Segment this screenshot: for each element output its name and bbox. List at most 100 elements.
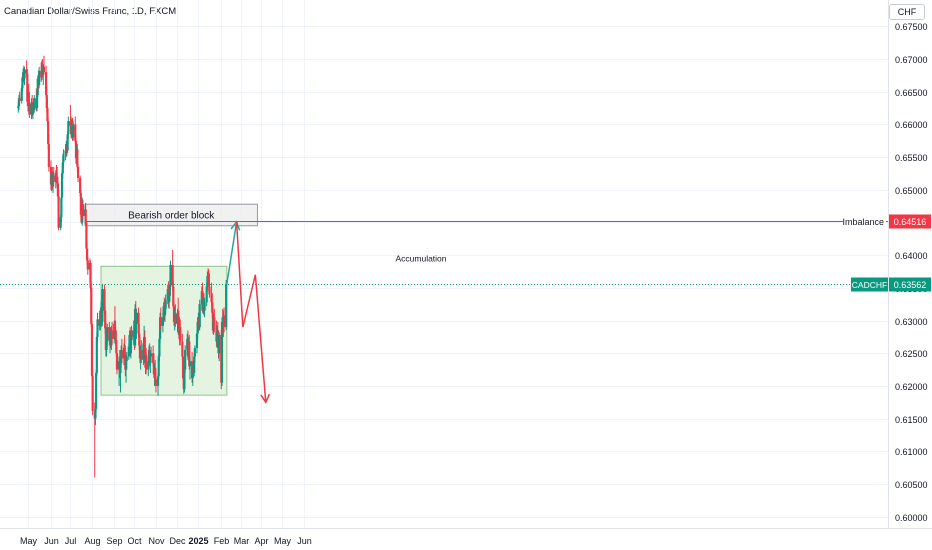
y-tick-label: 0.67000 (895, 55, 928, 65)
imbalance-label: Imbalance (842, 217, 884, 227)
candle (90, 320, 94, 380)
y-tick-label: 0.62500 (895, 349, 928, 359)
candle-body (123, 348, 126, 355)
candle-body (171, 265, 174, 287)
candle (195, 330, 199, 354)
candle (81, 199, 85, 220)
candle (188, 356, 192, 380)
current-price-tag-price-label: 0.63562 (894, 280, 927, 290)
candle-body (96, 319, 99, 337)
candle-body (172, 286, 175, 307)
candle (193, 345, 196, 364)
candle (154, 369, 158, 393)
candle (79, 189, 82, 218)
candle-body (130, 330, 133, 341)
candle-body (193, 348, 196, 357)
candle-body (105, 341, 108, 350)
x-tick-label: Apr (254, 536, 268, 546)
candle-body (161, 317, 164, 326)
candle-body (61, 162, 64, 174)
candle-body (210, 294, 213, 303)
candle-body (47, 144, 50, 167)
candle-body (69, 121, 72, 126)
y-tick-label: 0.60000 (895, 513, 928, 523)
candle-body (181, 341, 184, 357)
y-tick-label: 0.66000 (895, 120, 928, 130)
y-tick-label: 0.61500 (895, 415, 928, 425)
candle (193, 353, 196, 377)
candle (164, 294, 167, 315)
x-tick-label: Feb (214, 536, 230, 546)
candle (76, 163, 80, 182)
candle (148, 343, 151, 367)
candle (135, 308, 138, 339)
candle-body (95, 372, 98, 409)
candle-body (27, 93, 30, 104)
imbalance-tag-price-label: 0.64516 (894, 217, 927, 227)
candle (108, 321, 111, 346)
candle (72, 120, 75, 141)
candle (179, 319, 182, 346)
y-tick-label: 0.65500 (895, 153, 928, 163)
candle-body (205, 286, 208, 303)
candle (145, 348, 148, 375)
candle-body (21, 77, 24, 89)
candle-body (138, 333, 141, 346)
candle-body (46, 108, 49, 122)
candle (184, 345, 187, 373)
y-tick-label: 0.62000 (895, 382, 928, 392)
candle (95, 332, 98, 377)
candle-body (76, 166, 80, 179)
candle (17, 95, 21, 111)
candle-body (119, 363, 122, 373)
candle-body (67, 121, 70, 135)
candle-body (198, 304, 201, 328)
candle-body (35, 95, 39, 109)
currency-button[interactable]: CHF (889, 4, 925, 20)
y-tick-label: 0.67500 (895, 22, 928, 32)
candle-body (104, 328, 107, 350)
candle-body (66, 134, 69, 151)
candle (79, 175, 82, 197)
x-tick-label: Nov (148, 536, 165, 546)
candle-body (47, 121, 50, 145)
candle-body (174, 314, 177, 324)
candle (137, 307, 140, 337)
candle-body (177, 317, 180, 335)
candle-body (28, 103, 31, 115)
candle (18, 91, 21, 105)
x-tick-label: Jun (297, 536, 312, 546)
candle (225, 280, 228, 331)
candle-body (113, 323, 116, 339)
candle (106, 323, 109, 347)
candle-body (64, 150, 67, 154)
candle-body (183, 369, 186, 390)
annotation-layer (0, 203, 888, 396)
candle-body (177, 312, 180, 318)
x-tick-label: May (274, 536, 292, 546)
imbalance-label-bg (843, 214, 886, 229)
candle-body (91, 376, 94, 411)
candle-body (95, 336, 98, 373)
candle-body (108, 327, 111, 341)
grid-layer (0, 0, 888, 528)
candle (115, 345, 119, 375)
candle-body (181, 356, 185, 379)
candle-body (140, 350, 143, 360)
candle (198, 299, 201, 331)
candle-body (74, 124, 77, 141)
candle (60, 170, 64, 202)
candle (208, 273, 211, 298)
candle-body (106, 327, 109, 342)
candle (222, 307, 226, 333)
candle-body (195, 333, 199, 349)
accumulation-label: Accumulation (395, 253, 446, 263)
candle (172, 281, 175, 309)
candle (129, 336, 133, 359)
candle-body (72, 124, 75, 138)
candle (218, 332, 221, 362)
candle-body (143, 336, 146, 364)
candle-body (17, 106, 20, 109)
